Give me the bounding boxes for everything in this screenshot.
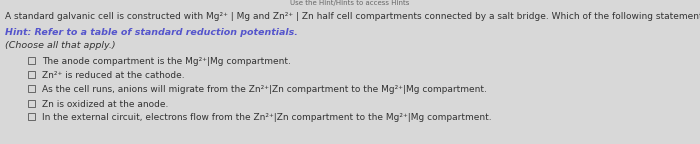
Text: Hint: Refer to a table of standard reduction potentials.: Hint: Refer to a table of standard reduc…	[5, 28, 298, 37]
Text: In the external circuit, electrons flow from the Zn²⁺|Zn compartment to the Mg²⁺: In the external circuit, electrons flow …	[42, 113, 491, 122]
Text: Use the Hint/Hints to access Hints: Use the Hint/Hints to access Hints	[290, 0, 410, 6]
Text: As the cell runs, anions will migrate from the Zn²⁺|Zn compartment to the Mg²⁺|M: As the cell runs, anions will migrate fr…	[42, 85, 487, 94]
Text: The anode compartment is the Mg²⁺|Mg compartment.: The anode compartment is the Mg²⁺|Mg com…	[42, 57, 291, 66]
Text: Zn is oxidized at the anode.: Zn is oxidized at the anode.	[42, 100, 169, 109]
Text: (Choose all that apply.): (Choose all that apply.)	[5, 41, 116, 50]
Text: A standard galvanic cell is constructed with Mg²⁺ | Mg and Zn²⁺ | Zn half cell c: A standard galvanic cell is constructed …	[5, 12, 700, 21]
Text: Zn²⁺ is reduced at the cathode.: Zn²⁺ is reduced at the cathode.	[42, 71, 185, 80]
